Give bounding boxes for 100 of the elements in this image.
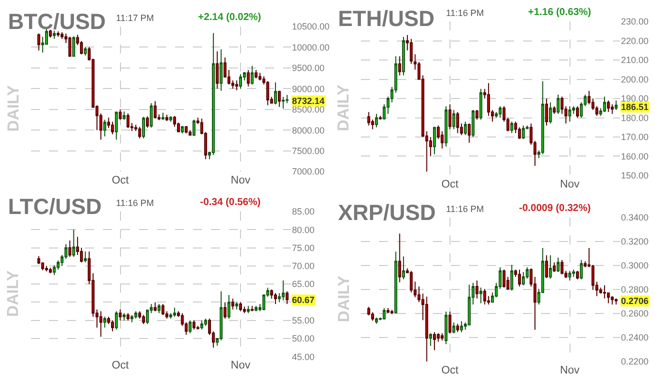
- candlestick: [246, 305, 250, 314]
- candlestick: [48, 267, 52, 274]
- candlestick: [498, 106, 502, 118]
- candlestick: [402, 256, 405, 280]
- candlestick: [425, 296, 428, 362]
- x-tick-label: Oct: [441, 178, 458, 190]
- candlestick: [576, 106, 579, 118]
- candlestick: [235, 80, 238, 91]
- x-tick-label: Nov: [560, 178, 580, 190]
- candlestick: [390, 309, 394, 315]
- candlestick: [220, 48, 223, 92]
- candlestick: [433, 126, 436, 155]
- y-tick-label: 0.3200: [621, 236, 649, 247]
- candlestick: [142, 314, 145, 325]
- x-tick-label: Nov: [230, 174, 251, 187]
- y-tick-label: 7500.00: [292, 146, 325, 156]
- candlestick: [367, 111, 370, 126]
- candlestick: [472, 110, 475, 138]
- candlestick: [72, 229, 76, 258]
- candlestick: [254, 305, 258, 312]
- candlestick: [138, 126, 142, 139]
- candlestick: [192, 320, 196, 330]
- candlestick: [52, 264, 56, 276]
- y-tick-label: 50.00: [292, 334, 315, 344]
- y-tick-label: 170.00: [621, 132, 649, 142]
- candlestick: [568, 106, 572, 122]
- y-tick-label: 0.2800: [621, 284, 649, 295]
- candlestick: [548, 254, 552, 280]
- candlestick: [572, 269, 576, 278]
- chart-title: ETH/USD: [338, 6, 435, 31]
- chart-title: BTC/USD: [8, 9, 106, 34]
- candlestick: [161, 112, 164, 120]
- candlestick: [386, 308, 390, 314]
- candlestick: [278, 90, 281, 108]
- y-tick-label: 45.00: [292, 352, 315, 362]
- candlestick: [576, 270, 579, 280]
- candlestick: [479, 88, 482, 120]
- candlestick: [614, 298, 618, 305]
- candlestick: [468, 284, 471, 326]
- candlestick: [84, 250, 87, 263]
- text: 11:16 PM: [446, 8, 484, 18]
- candlestick: [142, 116, 145, 139]
- y-tick-label: 75.00: [292, 242, 315, 253]
- chart-title: XRP/USD: [338, 200, 436, 225]
- text: 11:16 PM: [446, 204, 484, 214]
- candlestick: [84, 46, 87, 56]
- candlestick: [99, 310, 102, 338]
- candlestick: [398, 233, 402, 283]
- candlestick: [545, 98, 548, 126]
- candlestick: [548, 102, 552, 124]
- candlestick: [282, 280, 285, 301]
- candlestick: [192, 119, 196, 136]
- y-tick-label: 180.00: [621, 112, 649, 123]
- candlestick: [568, 270, 572, 281]
- candlestick: [286, 290, 289, 305]
- candlestick: [250, 65, 254, 85]
- candlestick: [452, 110, 456, 130]
- chart-title: LTC/USD: [8, 194, 102, 219]
- x-tick-label: Nov: [230, 360, 251, 372]
- candlestick: [510, 121, 514, 134]
- candlestick: [130, 314, 134, 323]
- candlestick: [614, 100, 618, 111]
- candlestick: [150, 102, 153, 128]
- candlestick: [103, 316, 106, 328]
- candlestick: [603, 96, 606, 112]
- candlestick: [180, 125, 184, 134]
- y-tick-label: 200.00: [621, 74, 649, 84]
- candlestick: [274, 82, 277, 105]
- candlestick: [118, 309, 122, 321]
- candlestick: [483, 288, 486, 305]
- candlestick: [556, 257, 560, 273]
- candlestick: [52, 30, 56, 40]
- candlestick: [239, 74, 242, 90]
- candlestick: [72, 36, 76, 58]
- candlestick: [580, 260, 583, 280]
- candlestick: [560, 260, 564, 275]
- candlestick: [518, 269, 521, 287]
- x-tick-label: Oct: [112, 174, 129, 187]
- text: -0.34 (0.56%): [200, 197, 261, 208]
- candlestick: [68, 36, 72, 58]
- candlestick: [246, 69, 250, 88]
- candlestick: [126, 113, 130, 129]
- candlestick: [610, 296, 614, 305]
- candlestick: [402, 36, 405, 76]
- y-tick-label: 0.3400: [621, 212, 649, 223]
- candlestick: [394, 251, 398, 314]
- candlestick: [382, 308, 386, 320]
- x-tick-label: Oct: [112, 360, 129, 372]
- candlestick: [134, 310, 138, 320]
- candlestick: [476, 110, 478, 120]
- y-tick-label: 150.00: [621, 170, 649, 181]
- candlestick: [188, 130, 192, 136]
- candlestick: [231, 298, 234, 310]
- y-tick-label: 210.00: [621, 55, 649, 66]
- candlestick: [274, 292, 277, 305]
- candlestick: [282, 96, 285, 110]
- candlestick: [216, 50, 219, 90]
- text: +1.16 (0.63%): [528, 7, 592, 18]
- candlestick: [158, 304, 161, 314]
- y-tick-label: 65.00: [292, 279, 315, 290]
